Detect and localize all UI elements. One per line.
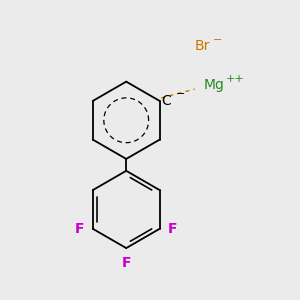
Text: F: F [168, 222, 178, 236]
Text: ++: ++ [226, 74, 244, 84]
Text: −: − [176, 88, 185, 98]
Text: C: C [161, 94, 171, 108]
Text: Br: Br [195, 39, 210, 53]
Text: F: F [75, 222, 84, 236]
Text: F: F [122, 256, 131, 270]
Text: Mg: Mg [203, 78, 224, 92]
Text: −: − [212, 35, 222, 45]
